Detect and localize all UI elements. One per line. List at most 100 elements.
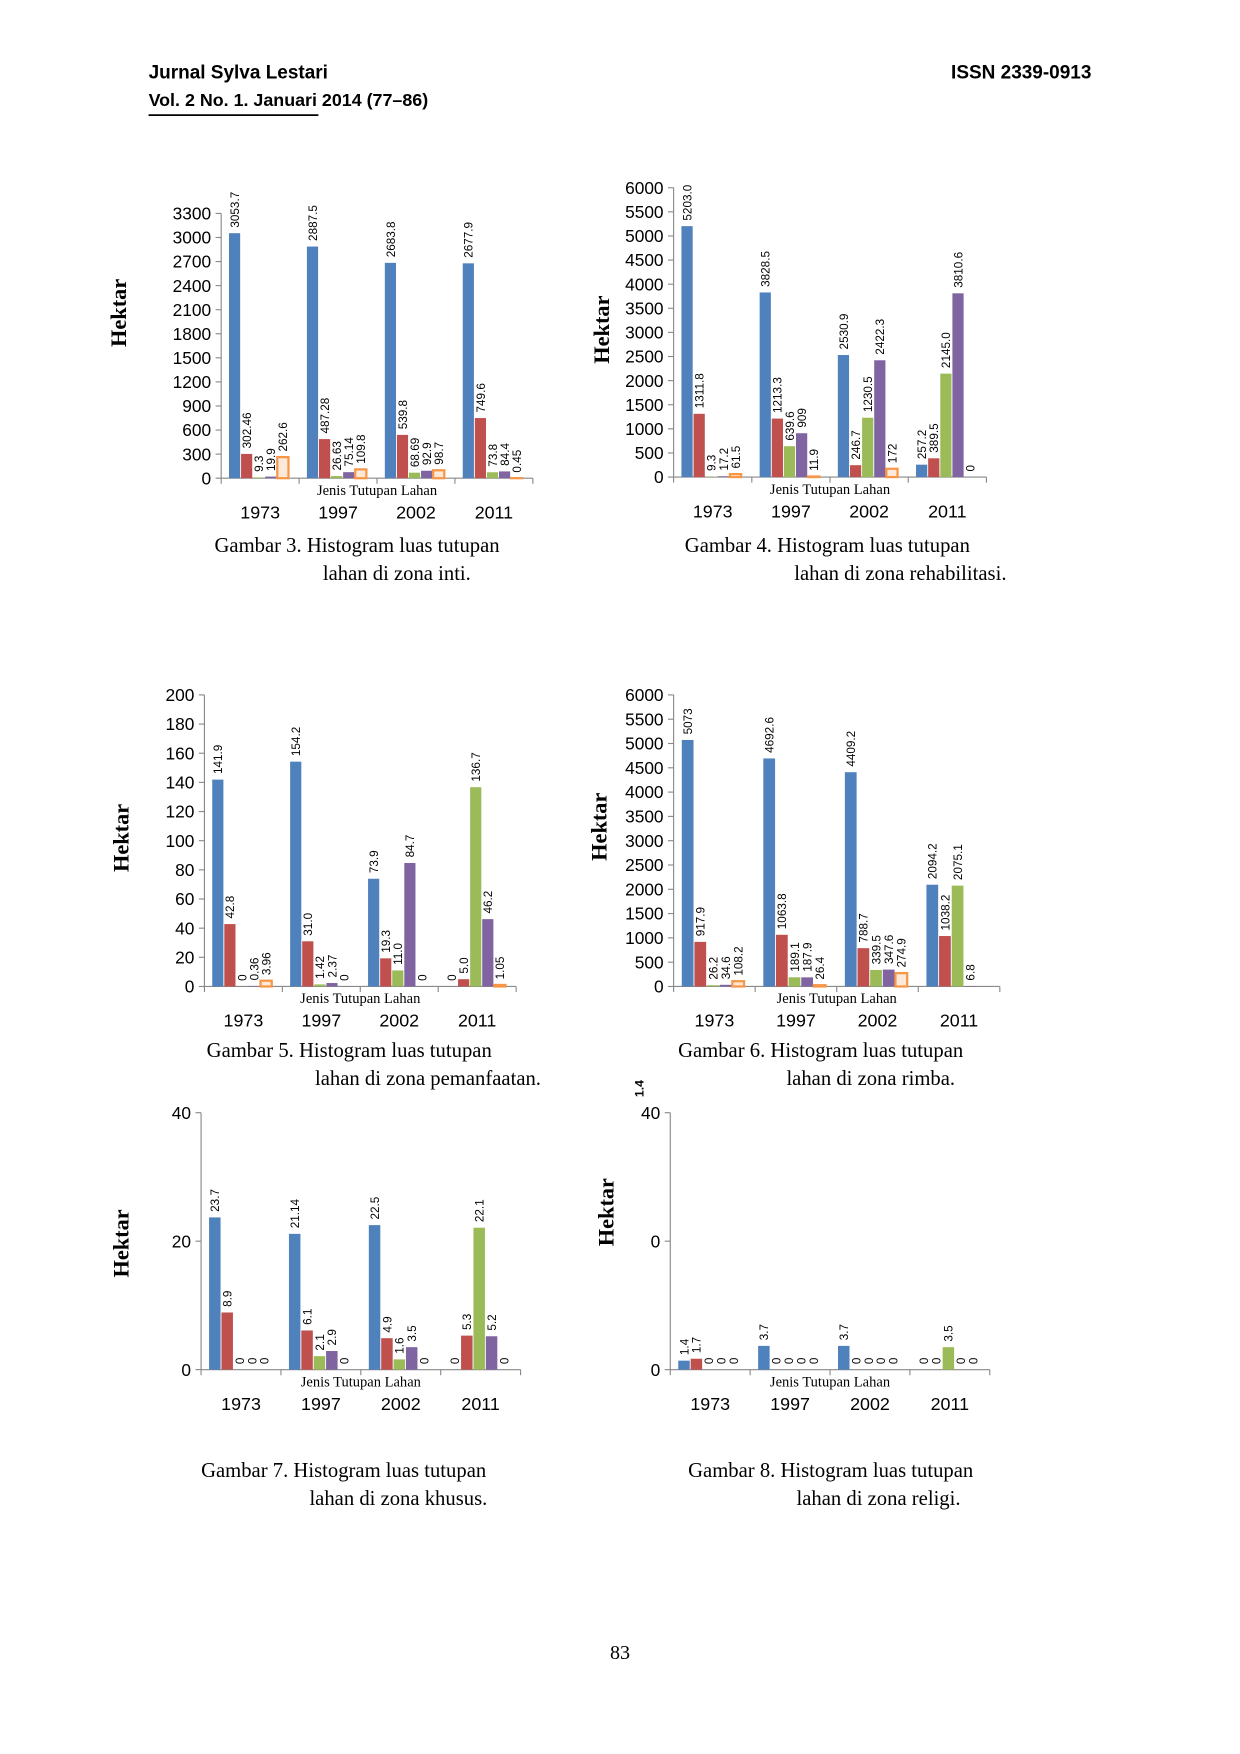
value-label: 172	[886, 444, 899, 464]
value-label: 788.7	[858, 913, 871, 942]
value-label: 9.3	[253, 456, 266, 472]
value-label: 347.6	[883, 935, 896, 964]
value-label: 5.3	[461, 1314, 474, 1330]
y-tick-label: 600	[182, 420, 211, 440]
y-tick-label: 20	[175, 947, 194, 967]
value-label: 0	[783, 1357, 796, 1364]
y-tick-label: 1000	[625, 928, 663, 948]
y-axis-title: Hektar	[108, 804, 133, 872]
bar	[885, 467, 899, 479]
y-tick-label: 2000	[625, 879, 663, 899]
bar	[306, 246, 319, 479]
value-label: 75.14	[343, 437, 356, 467]
value-label: 1.6	[394, 1337, 407, 1353]
value-label: 274.9	[896, 938, 909, 967]
bar	[482, 919, 494, 987]
bar	[731, 980, 746, 988]
y-tick-label: 0	[185, 977, 195, 997]
bar	[432, 469, 446, 480]
bar	[470, 787, 482, 987]
value-label: 2887.5	[307, 205, 320, 241]
y-tick-label: 60	[175, 889, 194, 909]
x-tick-label: 2002	[381, 1394, 421, 1414]
bar	[857, 948, 870, 987]
value-label: 246.7	[850, 430, 863, 459]
value-label: 2094.2	[927, 843, 940, 879]
y-axis-title: Hektar	[106, 279, 131, 347]
x-tick-label: 1973	[690, 1394, 730, 1414]
x-tick-label: 2002	[379, 1011, 419, 1031]
bar	[807, 475, 821, 479]
y-tick-label: 1500	[625, 904, 663, 924]
value-label: 26.63	[331, 441, 344, 470]
value-label: 0	[964, 464, 977, 471]
y-tick-label: 160	[166, 743, 195, 763]
value-label: 639.6	[784, 411, 797, 440]
x-axis-title: Jenis Tutupan Lahan	[770, 482, 891, 498]
value-label: 3.7	[838, 1324, 851, 1340]
bar	[392, 970, 404, 987]
y-tick-label: 5000	[625, 226, 663, 246]
value-label: 0	[449, 1357, 462, 1364]
y-tick-label: 0	[651, 1231, 661, 1251]
bar	[838, 1345, 850, 1370]
bar	[331, 476, 343, 479]
value-label: 0	[888, 1357, 901, 1364]
value-label: 5.0	[458, 957, 471, 974]
x-tick-label: 1997	[776, 1011, 816, 1031]
value-label: 3.96	[260, 952, 273, 975]
bar	[493, 983, 507, 988]
value-label: 0	[863, 1357, 876, 1364]
bar	[926, 884, 939, 987]
value-label: 0	[246, 1357, 259, 1364]
value-label: 909	[796, 408, 809, 428]
page-number: 83	[610, 1642, 630, 1664]
value-label: 0	[930, 1357, 943, 1364]
value-label: 22.5	[369, 1196, 382, 1219]
value-label: 0	[955, 1357, 968, 1364]
bar	[461, 1335, 473, 1370]
y-tick-label: 0	[654, 467, 664, 487]
value-label: 3053.7	[229, 192, 242, 228]
value-label: 917.9	[695, 907, 708, 936]
value-label: 73.8	[487, 443, 500, 466]
y-tick-label: 3000	[173, 228, 211, 248]
y-tick-label: 20	[172, 1231, 191, 1251]
bar	[694, 941, 707, 987]
y-tick-label: 80	[175, 860, 194, 880]
y-tick-label: 40	[641, 1103, 660, 1123]
value-label: 1.4	[678, 1338, 691, 1355]
y-tick-label: 180	[166, 714, 195, 734]
figure-caption: Gambar 6. Histogram luas tutupan	[678, 1040, 964, 1062]
value-label: 2422.3	[874, 319, 887, 355]
y-tick-label: 5000	[625, 734, 663, 754]
value-label: 0	[795, 1357, 808, 1364]
bar	[221, 1312, 233, 1370]
value-label: 0	[446, 974, 459, 981]
value-label: 487.28	[319, 397, 332, 433]
value-label: 0.36	[248, 958, 261, 981]
bar	[396, 434, 409, 479]
value-label: 2.1	[314, 1334, 327, 1350]
y-tick-label: 0	[202, 468, 212, 488]
journal-name: Jurnal Sylva Lestari	[149, 62, 328, 83]
bar	[952, 293, 964, 478]
bar	[707, 985, 719, 987]
value-label: 749.6	[475, 383, 488, 412]
bar	[939, 936, 951, 987]
value-label: 1063.8	[776, 893, 789, 929]
bar	[719, 984, 732, 987]
bar	[812, 984, 827, 988]
bar	[775, 934, 788, 987]
value-label: 257.2	[916, 430, 929, 459]
bar	[276, 456, 290, 480]
bar	[212, 779, 224, 987]
value-label: 2530.9	[838, 314, 851, 350]
bar	[844, 772, 857, 987]
bar	[288, 1233, 301, 1370]
figure-caption: lahan di zona rimba.	[786, 1068, 955, 1090]
x-tick-label: 2011	[928, 501, 966, 521]
bar	[486, 472, 499, 479]
value-label: 92.9	[421, 442, 434, 465]
value-label: 0	[808, 1357, 821, 1364]
